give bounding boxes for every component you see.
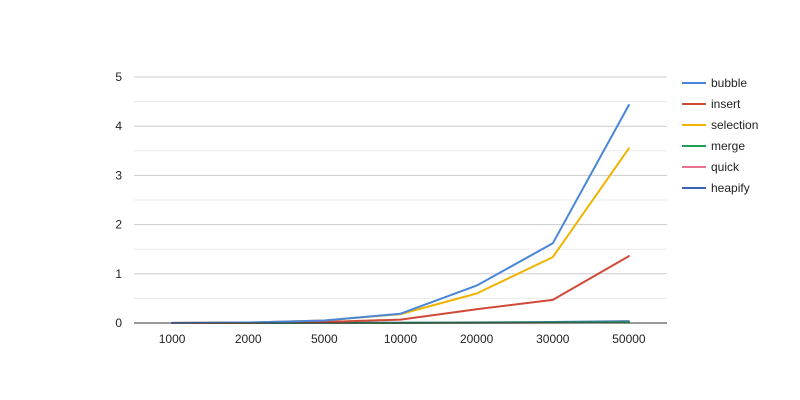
series-lines bbox=[171, 104, 630, 324]
legend-item-merge: merge bbox=[682, 139, 745, 153]
y-axis-tick-labels: 0 1 2 3 4 5 bbox=[115, 70, 122, 330]
x-tick-label: 2000 bbox=[235, 332, 262, 346]
legend-label: bubble bbox=[711, 76, 747, 90]
x-axis-tick-labels: 1000 2000 5000 10000 20000 30000 50000 bbox=[159, 332, 646, 346]
legend-label: heapify bbox=[711, 181, 750, 195]
y-tick-label: 0 bbox=[115, 316, 122, 330]
legend-label: merge bbox=[711, 139, 745, 153]
x-tick-label: 1000 bbox=[159, 332, 186, 346]
x-tick-label: 10000 bbox=[384, 332, 418, 346]
legend-item-bubble: bubble bbox=[682, 76, 747, 90]
legend-item-quick: quick bbox=[682, 160, 740, 174]
series-line-selection bbox=[171, 147, 630, 324]
series-line-bubble bbox=[171, 104, 630, 324]
legend-label: quick bbox=[711, 160, 740, 174]
gridlines bbox=[134, 76, 667, 299]
legend-item-insert: insert bbox=[682, 97, 741, 111]
y-tick-label: 2 bbox=[115, 218, 122, 232]
x-tick-label: 30000 bbox=[536, 332, 570, 346]
x-tick-label: 50000 bbox=[612, 332, 646, 346]
legend-label: insert bbox=[711, 97, 741, 111]
y-tick-label: 1 bbox=[115, 267, 122, 281]
legend-item-heapify: heapify bbox=[682, 181, 750, 195]
legend: bubble insert selection merge quick heapify bbox=[682, 76, 758, 195]
legend-item-selection: selection bbox=[682, 118, 758, 132]
x-tick-label: 5000 bbox=[311, 332, 338, 346]
legend-label: selection bbox=[711, 118, 758, 132]
y-tick-label: 3 bbox=[115, 168, 122, 182]
y-tick-label: 4 bbox=[115, 119, 122, 133]
y-tick-label: 5 bbox=[115, 70, 122, 84]
x-tick-label: 20000 bbox=[460, 332, 494, 346]
